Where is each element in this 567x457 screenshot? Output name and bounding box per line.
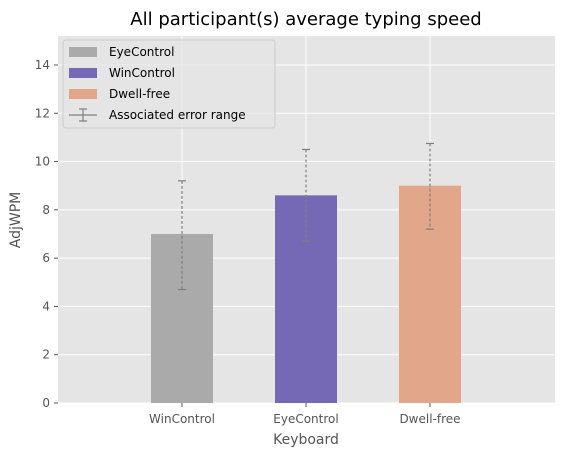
legend: EyeControl WinControl Dwell-free Associated… bbox=[62, 39, 276, 129]
legend-box bbox=[62, 39, 276, 129]
y-axis-label: AdjWPM bbox=[8, 192, 24, 248]
y-tick-label: 8 bbox=[42, 203, 50, 217]
bar-dwell-free bbox=[399, 185, 461, 403]
x-tick-label: EyeControl bbox=[273, 412, 338, 426]
legend-label: EyeControl bbox=[109, 45, 174, 59]
legend-swatch bbox=[69, 68, 97, 78]
bar-wincontrol bbox=[151, 233, 213, 403]
legend-swatch bbox=[69, 89, 97, 99]
y-tick-label: 2 bbox=[42, 348, 50, 362]
legend-swatch bbox=[69, 47, 97, 57]
error-bars bbox=[178, 142, 434, 291]
legend-label: Dwell-free bbox=[109, 87, 170, 101]
x-tick-label: WinControl bbox=[149, 412, 215, 426]
x-axis-label: Keyboard bbox=[273, 432, 339, 448]
legend-label: Associated error range bbox=[109, 108, 246, 122]
x-tick-label: Dwell-free bbox=[399, 412, 460, 426]
y-tick-label: 12 bbox=[35, 106, 50, 120]
legend-label: WinControl bbox=[109, 66, 175, 80]
y-tick-label: 10 bbox=[35, 155, 50, 169]
y-tick-label: 14 bbox=[35, 58, 50, 72]
y-tick-label: 0 bbox=[42, 396, 50, 410]
y-tick-label: 4 bbox=[42, 299, 50, 313]
y-tick-label: 6 bbox=[42, 251, 50, 265]
y-axis-ticks: 0 2 4 6 8 10 12 14 bbox=[35, 58, 58, 410]
chart-title: All participant(s) average typing speed bbox=[130, 9, 481, 30]
x-axis-ticks: WinControl EyeControl Dwell-free bbox=[149, 403, 461, 426]
